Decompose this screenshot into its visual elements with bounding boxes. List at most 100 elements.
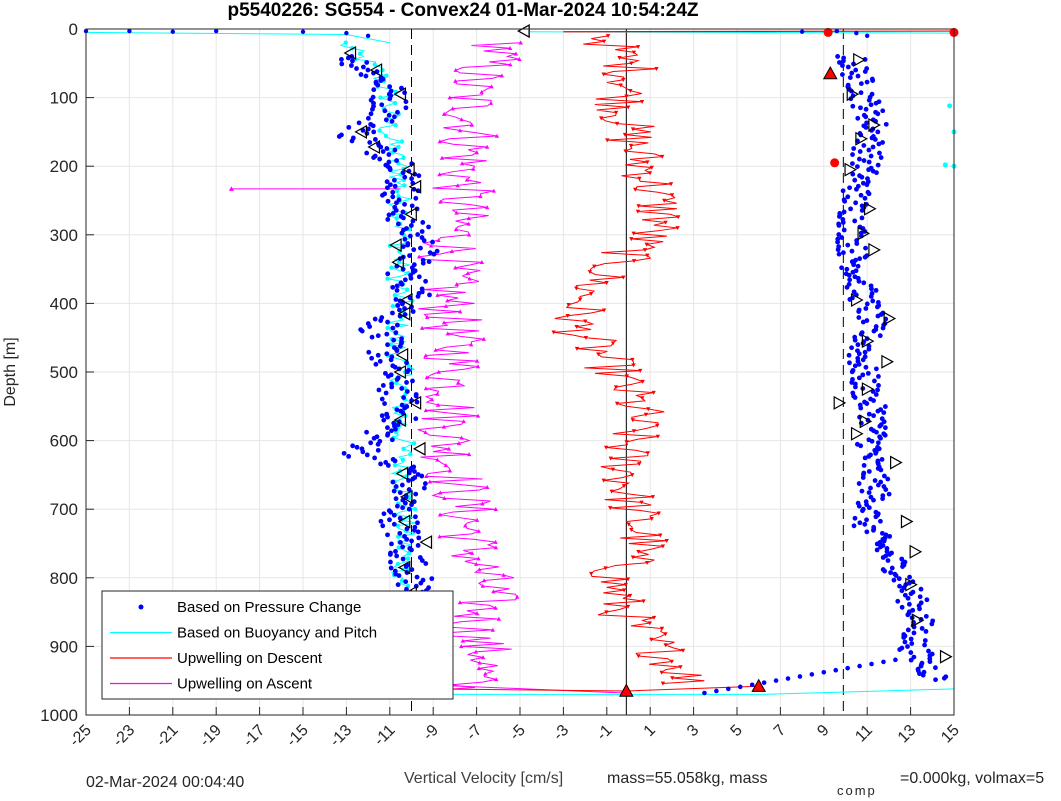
pressure-point xyxy=(404,389,410,394)
upwelling-ascent-point xyxy=(471,166,476,171)
pressure-point xyxy=(841,250,846,256)
pressure-point xyxy=(376,387,382,393)
pressure-point xyxy=(390,479,396,485)
pressure-point xyxy=(941,675,947,681)
pressure-point xyxy=(385,198,391,204)
pressure-point xyxy=(418,245,423,251)
upwelling-ascent-point xyxy=(469,122,475,127)
pressure-point xyxy=(891,577,897,583)
buoyancy-bottom-line xyxy=(426,688,955,695)
pressure-point xyxy=(427,292,432,298)
upwelling-ascent-point xyxy=(424,375,430,380)
upwelling-ascent-point xyxy=(466,221,471,226)
upwelling-ascent-point xyxy=(507,46,513,50)
ascent-marker xyxy=(890,455,903,470)
upwelling-descent-point xyxy=(631,429,637,434)
pressure-point xyxy=(381,511,387,517)
upwelling-ascent-point xyxy=(453,227,459,232)
buoyancy-point xyxy=(405,556,411,561)
ascent-marker xyxy=(861,334,875,349)
upwelling-descent-point xyxy=(578,297,583,302)
upwelling-descent-point xyxy=(668,182,674,187)
buoyancy-point xyxy=(947,103,953,109)
upwelling-descent-point xyxy=(592,264,597,269)
upwelling-ascent-point xyxy=(436,369,441,374)
pressure-point xyxy=(385,432,390,438)
pressure-point xyxy=(378,318,384,323)
upwelling-ascent-point xyxy=(423,353,428,358)
upwelling-ascent-point xyxy=(437,534,442,539)
pressure-point xyxy=(386,112,392,118)
y-tick-label: 300 xyxy=(50,226,78,245)
descent-marker xyxy=(408,179,422,194)
pressure-point xyxy=(881,538,887,544)
pressure-point xyxy=(361,64,366,70)
descent-marker xyxy=(369,63,383,78)
pressure-point xyxy=(923,613,929,619)
pressure-point xyxy=(875,162,881,168)
upwelling-descent-point xyxy=(629,237,634,242)
pressure-point xyxy=(852,218,858,224)
pressure-point xyxy=(875,313,881,319)
pressure-point xyxy=(875,440,881,446)
pressure-point xyxy=(899,556,905,562)
pressure-point xyxy=(390,189,396,195)
pressure-point xyxy=(368,440,374,446)
upwelling-ascent-point xyxy=(479,89,484,94)
pressure-point xyxy=(400,544,406,550)
upwelling-descent-point xyxy=(643,412,649,417)
pressure-point xyxy=(367,324,373,329)
upwelling-descent-point xyxy=(630,473,635,478)
pressure-point xyxy=(899,604,905,610)
upwelling-descent-point xyxy=(658,533,663,538)
pressure-point xyxy=(877,150,882,156)
pressure-point xyxy=(860,340,866,346)
pressure-point xyxy=(839,265,845,271)
buoyancy-point xyxy=(380,67,385,73)
upwelling-descent-point xyxy=(655,423,660,428)
upwelling-ascent-point xyxy=(474,611,480,616)
pressure-point xyxy=(369,355,375,361)
upwelling-descent-point xyxy=(669,193,675,198)
pressure-point xyxy=(918,663,924,669)
ascent-marker xyxy=(863,201,877,216)
upwelling-descent-point xyxy=(631,363,636,368)
upwelling-descent-point xyxy=(631,50,637,55)
pressure-point xyxy=(344,30,349,36)
descent-marker xyxy=(391,255,404,270)
upwelling-descent-point xyxy=(599,116,604,121)
upwelling-ascent-point xyxy=(484,144,490,149)
upwelling-descent-point xyxy=(663,220,668,225)
upwelling-ascent-point xyxy=(474,517,480,522)
upwelling-ascent-point xyxy=(491,589,496,594)
pressure-point xyxy=(929,621,935,627)
pressure-point xyxy=(869,661,874,667)
legend-entry-label: Upwelling on Descent xyxy=(177,650,323,667)
pressure-point xyxy=(866,346,872,352)
pressure-point xyxy=(873,450,879,456)
pressure-point xyxy=(902,639,908,645)
upwelling-descent-point xyxy=(630,357,635,362)
pressure-point xyxy=(400,170,406,176)
pressure-point xyxy=(874,429,879,435)
pressure-point xyxy=(375,333,381,339)
pressure-point xyxy=(379,102,385,108)
pressure-point xyxy=(809,672,815,677)
pressure-point xyxy=(363,73,369,79)
descent-marker xyxy=(419,535,433,550)
upwelling-descent-point xyxy=(680,648,686,653)
upwelling-descent-point xyxy=(625,577,631,582)
pressure-point xyxy=(384,179,390,185)
pressure-point xyxy=(395,322,400,328)
upwelling-ascent-point xyxy=(513,51,519,56)
pressure-point xyxy=(399,230,405,236)
upwelling-ascent-point xyxy=(493,539,498,544)
upwelling-ascent-point xyxy=(466,452,472,457)
pressure-point xyxy=(873,392,879,397)
upwelling-ascent-point xyxy=(485,485,490,490)
upwelling-descent-point xyxy=(622,132,628,137)
pressure-point xyxy=(375,447,381,453)
pressure-point xyxy=(394,348,400,354)
pressure-point xyxy=(378,461,383,467)
upwelling-ascent-point xyxy=(457,128,463,133)
